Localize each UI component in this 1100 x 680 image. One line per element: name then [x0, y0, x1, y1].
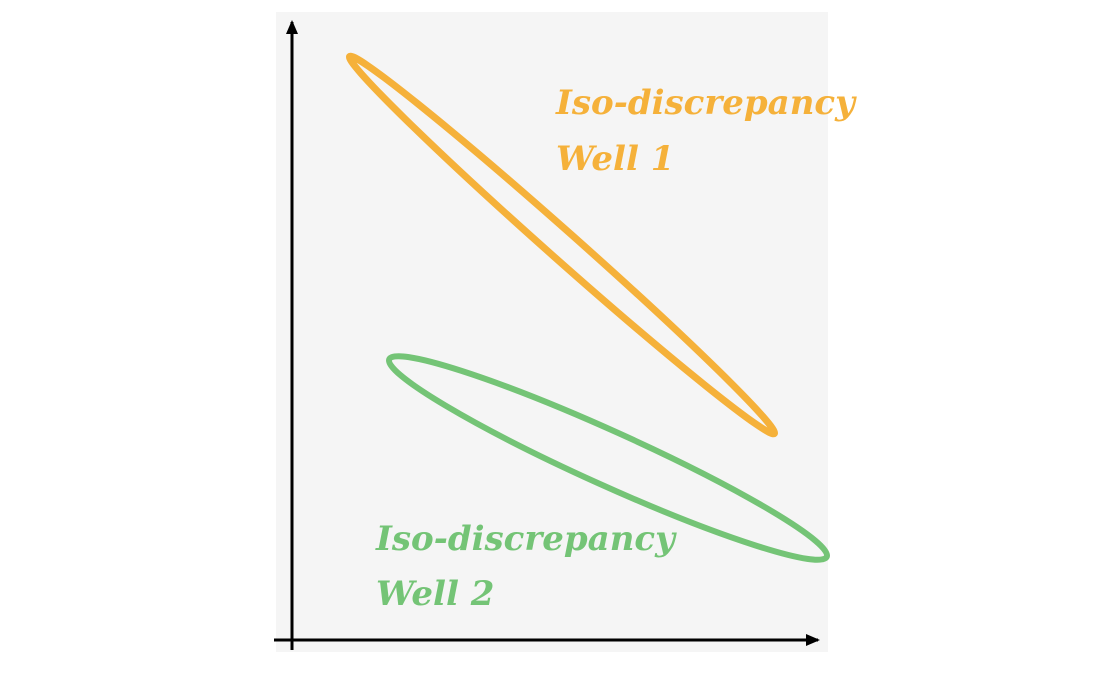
well-1-label-line2: Well 1 [556, 139, 674, 179]
well-2-label-line1: Iso-discrepancy [375, 519, 677, 559]
well-1-ellipse [345, 52, 779, 438]
well-1-label-line1: Iso-discrepancy [555, 83, 857, 123]
well-2-label-line2: Well 2 [376, 574, 494, 614]
well-2-ellipse [385, 353, 831, 563]
plot-panel [276, 12, 828, 652]
